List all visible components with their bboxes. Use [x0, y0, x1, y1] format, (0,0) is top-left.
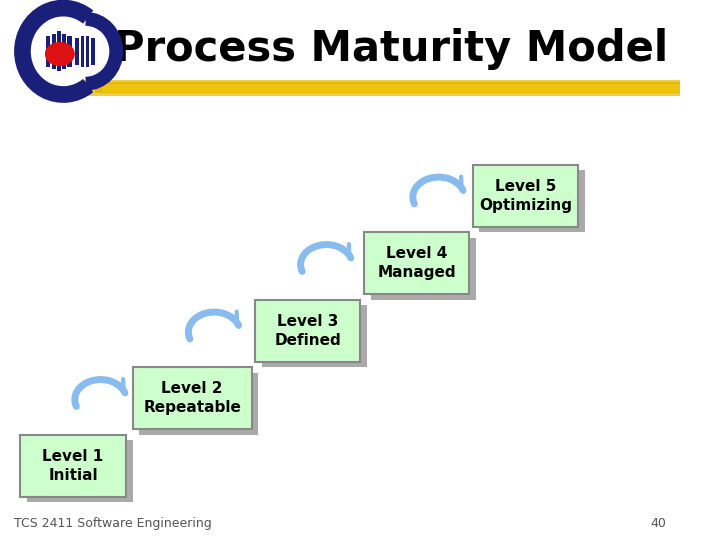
- Bar: [68, 36, 71, 67]
- Bar: [472, 165, 578, 227]
- Text: Level 3
Defined: Level 3 Defined: [274, 314, 341, 348]
- Bar: [255, 300, 361, 362]
- Bar: [132, 367, 251, 429]
- Bar: [76, 38, 79, 65]
- Bar: [52, 33, 55, 69]
- Text: Level 2
Repeatable: Level 2 Repeatable: [143, 381, 241, 415]
- Bar: [86, 36, 89, 66]
- Bar: [57, 31, 61, 71]
- Circle shape: [45, 43, 74, 65]
- Bar: [81, 36, 84, 66]
- Text: Level 1
Initial: Level 1 Initial: [42, 449, 104, 483]
- Bar: [81, 80, 680, 96]
- Text: Level 4
Managed: Level 4 Managed: [377, 246, 456, 280]
- Bar: [46, 36, 50, 67]
- Bar: [95, 82, 680, 93]
- Bar: [62, 33, 66, 69]
- Text: Level 5
Optimizing: Level 5 Optimizing: [479, 179, 572, 213]
- Bar: [27, 440, 132, 502]
- Bar: [480, 170, 585, 232]
- Text: TCS 2411 Software Engineering: TCS 2411 Software Engineering: [14, 517, 212, 530]
- Text: 40: 40: [651, 517, 667, 530]
- Bar: [364, 232, 469, 294]
- Text: Process Maturity Model: Process Maturity Model: [114, 28, 668, 70]
- Bar: [102, 84, 680, 92]
- Bar: [20, 435, 126, 497]
- Bar: [371, 238, 476, 300]
- Bar: [91, 38, 95, 65]
- Bar: [262, 305, 367, 367]
- Bar: [140, 373, 258, 435]
